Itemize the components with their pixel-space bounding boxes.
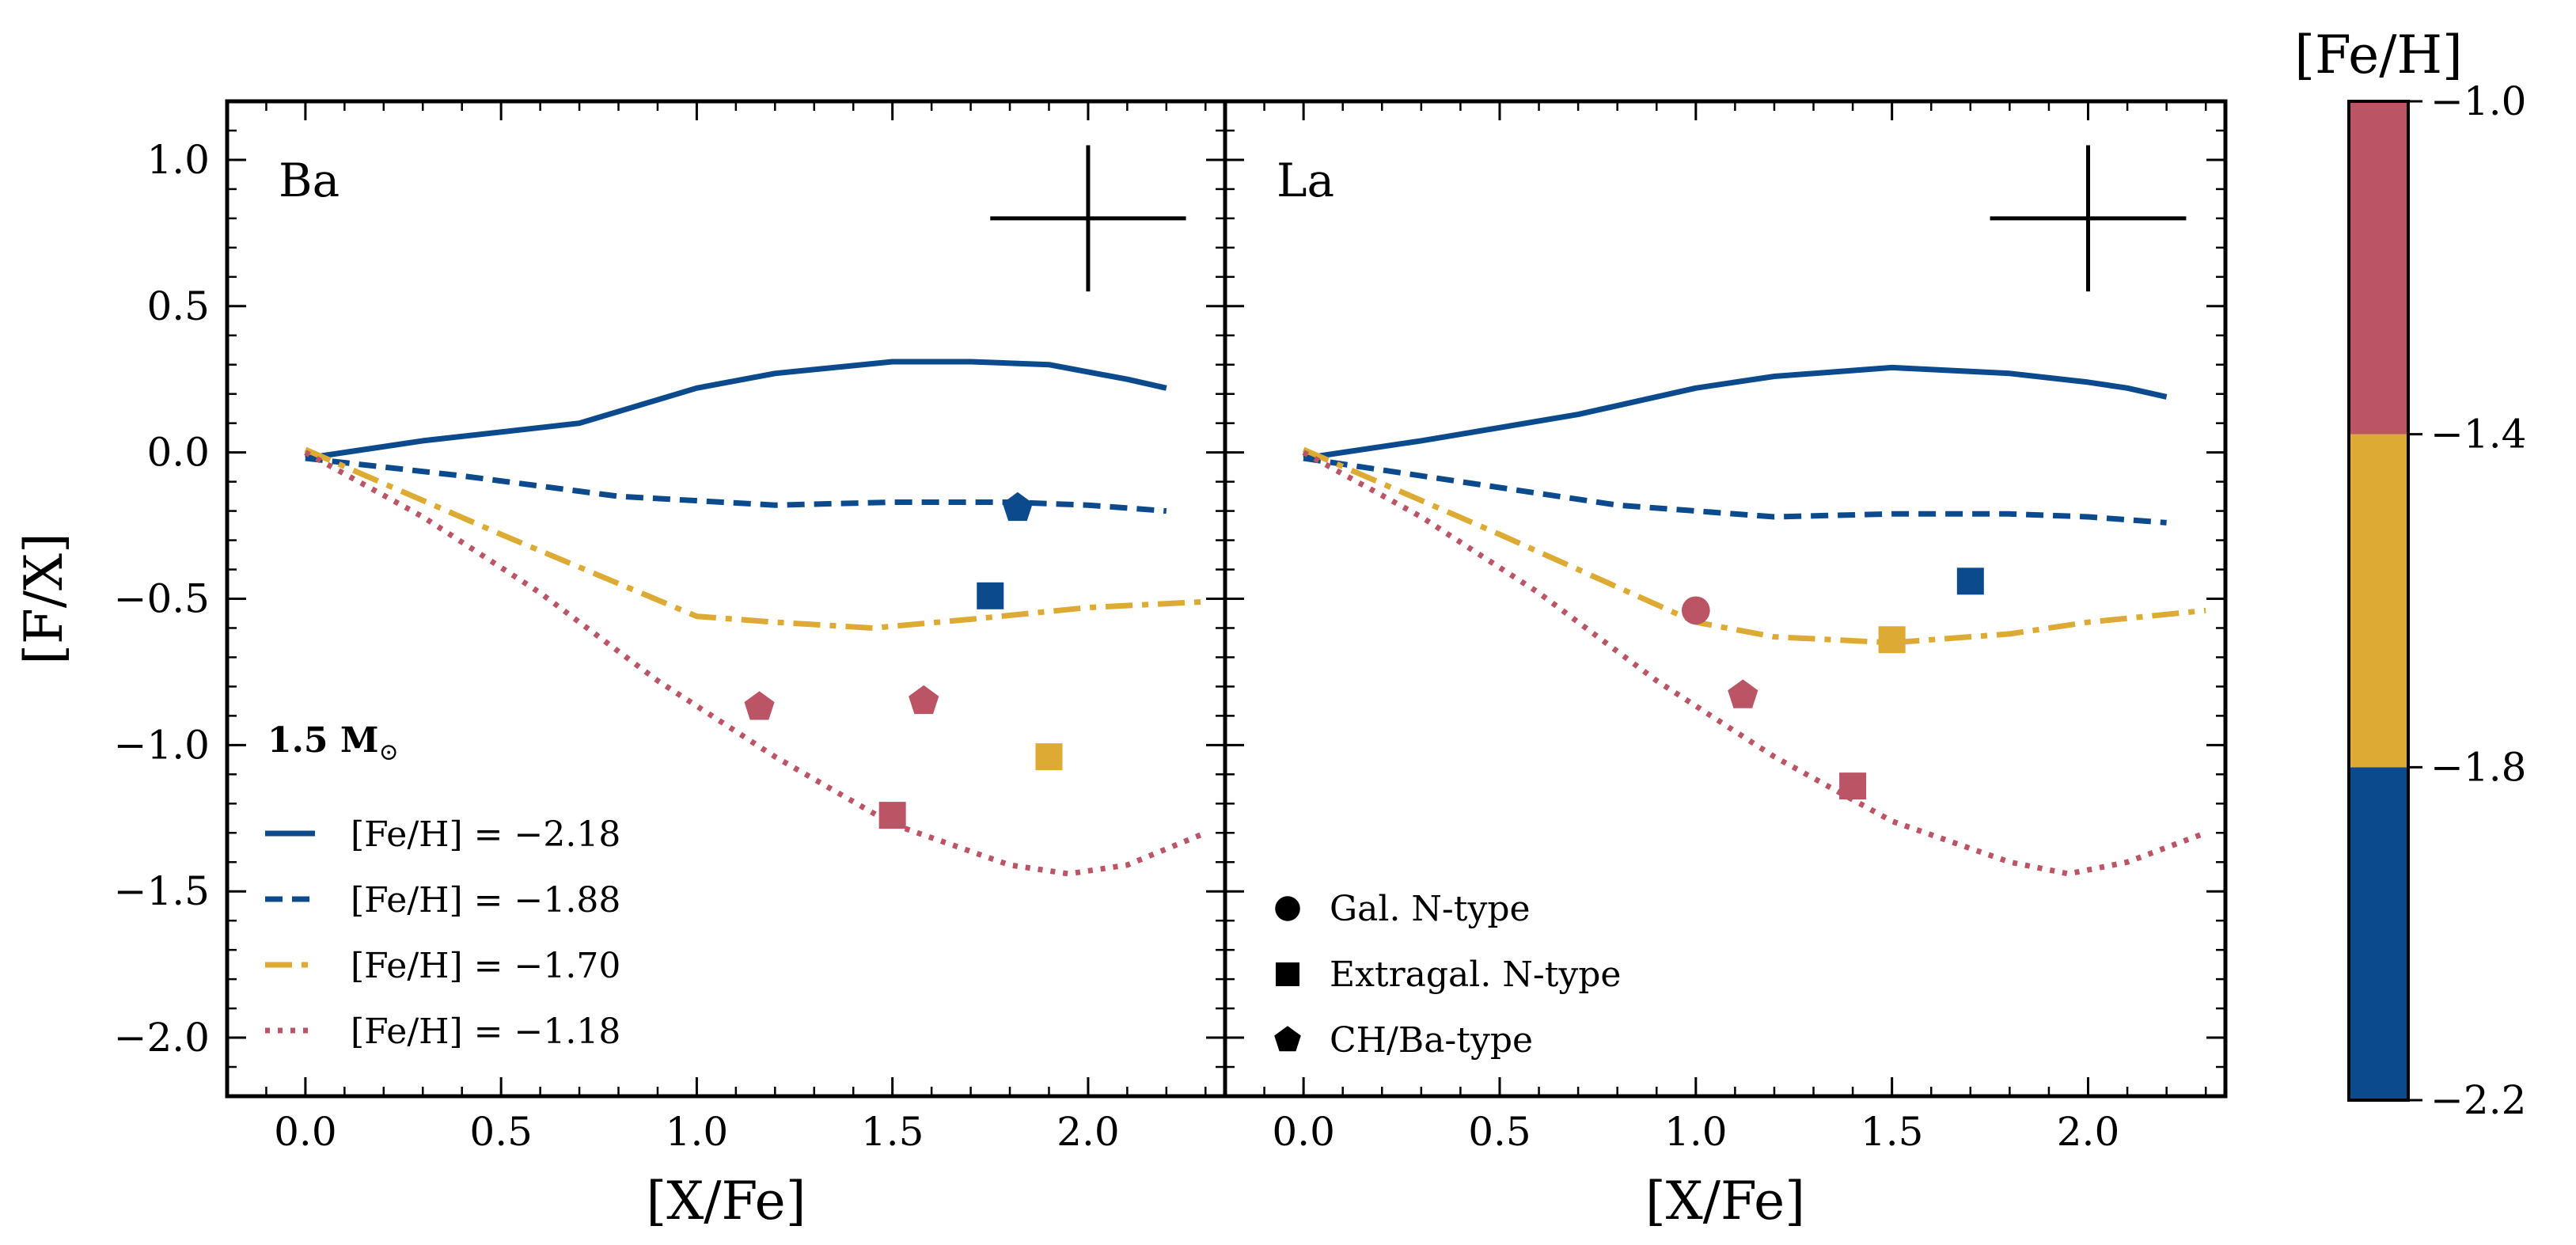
legend-model-label: [Fe/H] = −1.18	[351, 1012, 620, 1052]
legend-marker-label: CH/Ba-type	[1330, 1020, 1533, 1061]
series-group	[304, 359, 1207, 877]
series-line-dotted	[1302, 450, 2207, 877]
observation-square	[1956, 567, 1984, 595]
legend-model-label: [Fe/H] = −1.88	[351, 880, 620, 920]
legend-model-label: [Fe/H] = −2.18	[351, 814, 620, 855]
observation-pentagon	[909, 685, 939, 715]
series-line-dashdot	[304, 446, 1206, 631]
colorbar-tick-label: −2.2	[2430, 1077, 2526, 1123]
x-tick-label: 1.5	[861, 1109, 924, 1155]
x-tick-label: 2.0	[1057, 1109, 1120, 1155]
x-tick-label: 2.0	[2057, 1109, 2120, 1155]
mass-label: 1.5 M⊙	[267, 720, 399, 766]
y-tick-label: −1.5	[114, 868, 210, 914]
colorbar-segment	[2349, 767, 2408, 1100]
x-tick-label: 1.0	[666, 1109, 729, 1155]
y-tick-label: −0.5	[114, 576, 210, 622]
legend-marker-circle	[1275, 896, 1300, 921]
legend-marker-square	[1276, 962, 1299, 986]
observation-pentagon	[1728, 679, 1758, 708]
colorbar: [Fe/H] −1.0 −1.4 −1.8 −2.2	[2294, 25, 2526, 1123]
y-tick-label: 1.0	[146, 137, 210, 183]
panel-frame	[1223, 99, 2228, 1099]
observation-square	[1878, 626, 1906, 654]
panel-ba: 0.0 0.5 1.0 1.5 2.0 1.0 0.5 0.0 −0.5 −1.0 −1.5 −2.0…	[114, 99, 1227, 1155]
x-tick-label: 1.5	[1861, 1109, 1924, 1155]
legend-marker-label: Extragal. N-type	[1330, 955, 1621, 995]
x-tick-label: 0.5	[469, 1109, 533, 1155]
colorbar-tick-label: −1.4	[2430, 412, 2526, 457]
mass-label-text: 1.5 M	[267, 720, 379, 761]
legend-marker-label: Gal. N-type	[1330, 889, 1531, 929]
colorbar-segment	[2349, 101, 2408, 435]
series-line-dashed	[305, 455, 1167, 514]
series-line-dashdot	[1302, 446, 2206, 646]
colorbar-tick-label: −1.8	[2430, 744, 2526, 790]
legend-markers: Gal. N-type Extragal. N-type CH/Ba-type	[1274, 889, 1621, 1061]
observation-square	[1035, 743, 1063, 771]
mass-label-sun-symbol: ⊙	[379, 738, 399, 766]
observation-square	[977, 582, 1004, 609]
series-line-solid	[305, 359, 1167, 461]
legend-marker-pentagon	[1274, 1026, 1301, 1052]
y-tick-label: −2.0	[114, 1015, 210, 1061]
colorbar-frame	[2347, 100, 2410, 1102]
y-tick-label: 0.5	[146, 283, 210, 329]
colorbar-segment	[2349, 434, 2408, 768]
panel-element-label: Ba	[279, 154, 340, 207]
legend-model-label: [Fe/H] = −1.70	[351, 946, 620, 986]
x-tick-label: 0.0	[1272, 1109, 1335, 1155]
series-line-solid	[1303, 364, 2168, 461]
panel-la: 0.0 0.5 1.0 1.5 2.0 La	[1223, 99, 2228, 1155]
series-group	[1302, 364, 2207, 877]
observation-circle	[1681, 596, 1710, 625]
observation-pentagon	[744, 691, 775, 720]
panels-layer: 0.0 0.5 1.0 1.5 2.0 1.0 0.5 0.0 −0.5 −1.0 −1.5 −2.0…	[114, 99, 2228, 1155]
colorbar-title: [Fe/H]	[2294, 25, 2463, 85]
legend-models: [Fe/H] = −2.18 [Fe/H] = −1.88 [Fe/H] = −1.…	[265, 814, 620, 1052]
colorbar-tick-label: −1.0	[2430, 78, 2526, 124]
observation-square	[1839, 772, 1867, 800]
x-tick-label: 0.0	[274, 1109, 337, 1155]
series-line-dotted	[304, 450, 1207, 877]
y-tick-label: −1.0	[114, 722, 210, 768]
x-axis-title-right: [X/Fe]	[1645, 1171, 1805, 1232]
observation-square	[878, 802, 906, 829]
y-axis-title: [F/X]	[13, 533, 74, 665]
panel-element-label: La	[1277, 154, 1334, 207]
series-line-dashed	[1303, 455, 2167, 526]
y-tick-label: 0.0	[146, 430, 210, 476]
x-axis-title-left: [X/Fe]	[647, 1171, 806, 1232]
x-tick-label: 0.5	[1468, 1109, 1531, 1155]
x-tick-label: 1.0	[1664, 1109, 1728, 1155]
observation-pentagon	[1002, 492, 1033, 522]
